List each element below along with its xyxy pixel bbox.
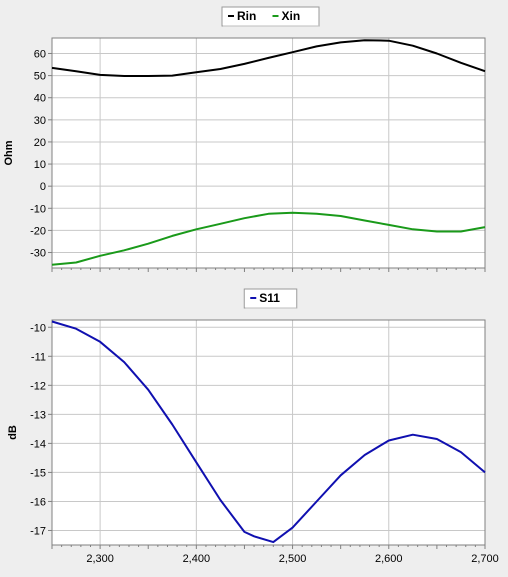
legend-label-xin: Xin (282, 9, 301, 23)
legend: Rin Xin (221, 6, 320, 27)
y-tick-label: -10 (30, 203, 46, 215)
series-line-xin (51, 211, 486, 266)
y-tick-label: -12 (30, 380, 46, 392)
y-tick-label: -13 (30, 409, 46, 421)
plot-border (51, 319, 486, 546)
y-tick-label: -16 (30, 496, 46, 508)
y-tick-label: -11 (31, 351, 46, 363)
y-tick-label: 40 (34, 93, 46, 105)
x-tick-label: 2,300 (86, 553, 114, 565)
y-tick-label: -20 (30, 225, 46, 237)
y-axis-title: Ohm (3, 140, 15, 165)
y-axis-title: dB (7, 425, 19, 440)
series-line-s11 (51, 320, 486, 544)
y-tick-label: -17 (30, 525, 46, 537)
y-tick-label: 60 (34, 48, 46, 60)
y-tick-label: 50 (34, 71, 46, 83)
y-tick-label: 20 (34, 137, 46, 149)
series-line-rin (51, 39, 486, 77)
y-tick-label: -14 (30, 438, 46, 450)
y-tick-label: -30 (30, 248, 46, 260)
legend-label-s11: S11 (259, 291, 280, 305)
y-tick-label: -10 (30, 322, 46, 334)
x-tick-label: 2,600 (375, 553, 403, 565)
legend: S11 (243, 288, 298, 309)
chart-1: 60 50 40 30 20 10 0 -10 -20 -30 Ohm Rin Xin (3, 6, 486, 272)
x-tick-label: 2,400 (183, 553, 211, 565)
y-tick-label: 10 (34, 159, 46, 171)
legend-label-rin: Rin (237, 9, 256, 23)
y-tick-label: 30 (34, 115, 46, 127)
chart-2: -10 -11 -12 -13 -14 -15 -16 -17 2,300 2,400 2,500 2… (7, 288, 499, 565)
plot-area (52, 38, 485, 268)
plot-border (51, 37, 486, 269)
x-tick-label: 2,700 (471, 553, 499, 565)
y-tick-label: 0 (40, 181, 46, 193)
x-tick-label: 2,500 (279, 553, 307, 565)
plot-area (52, 320, 485, 545)
y-tick-label: -15 (30, 467, 46, 479)
